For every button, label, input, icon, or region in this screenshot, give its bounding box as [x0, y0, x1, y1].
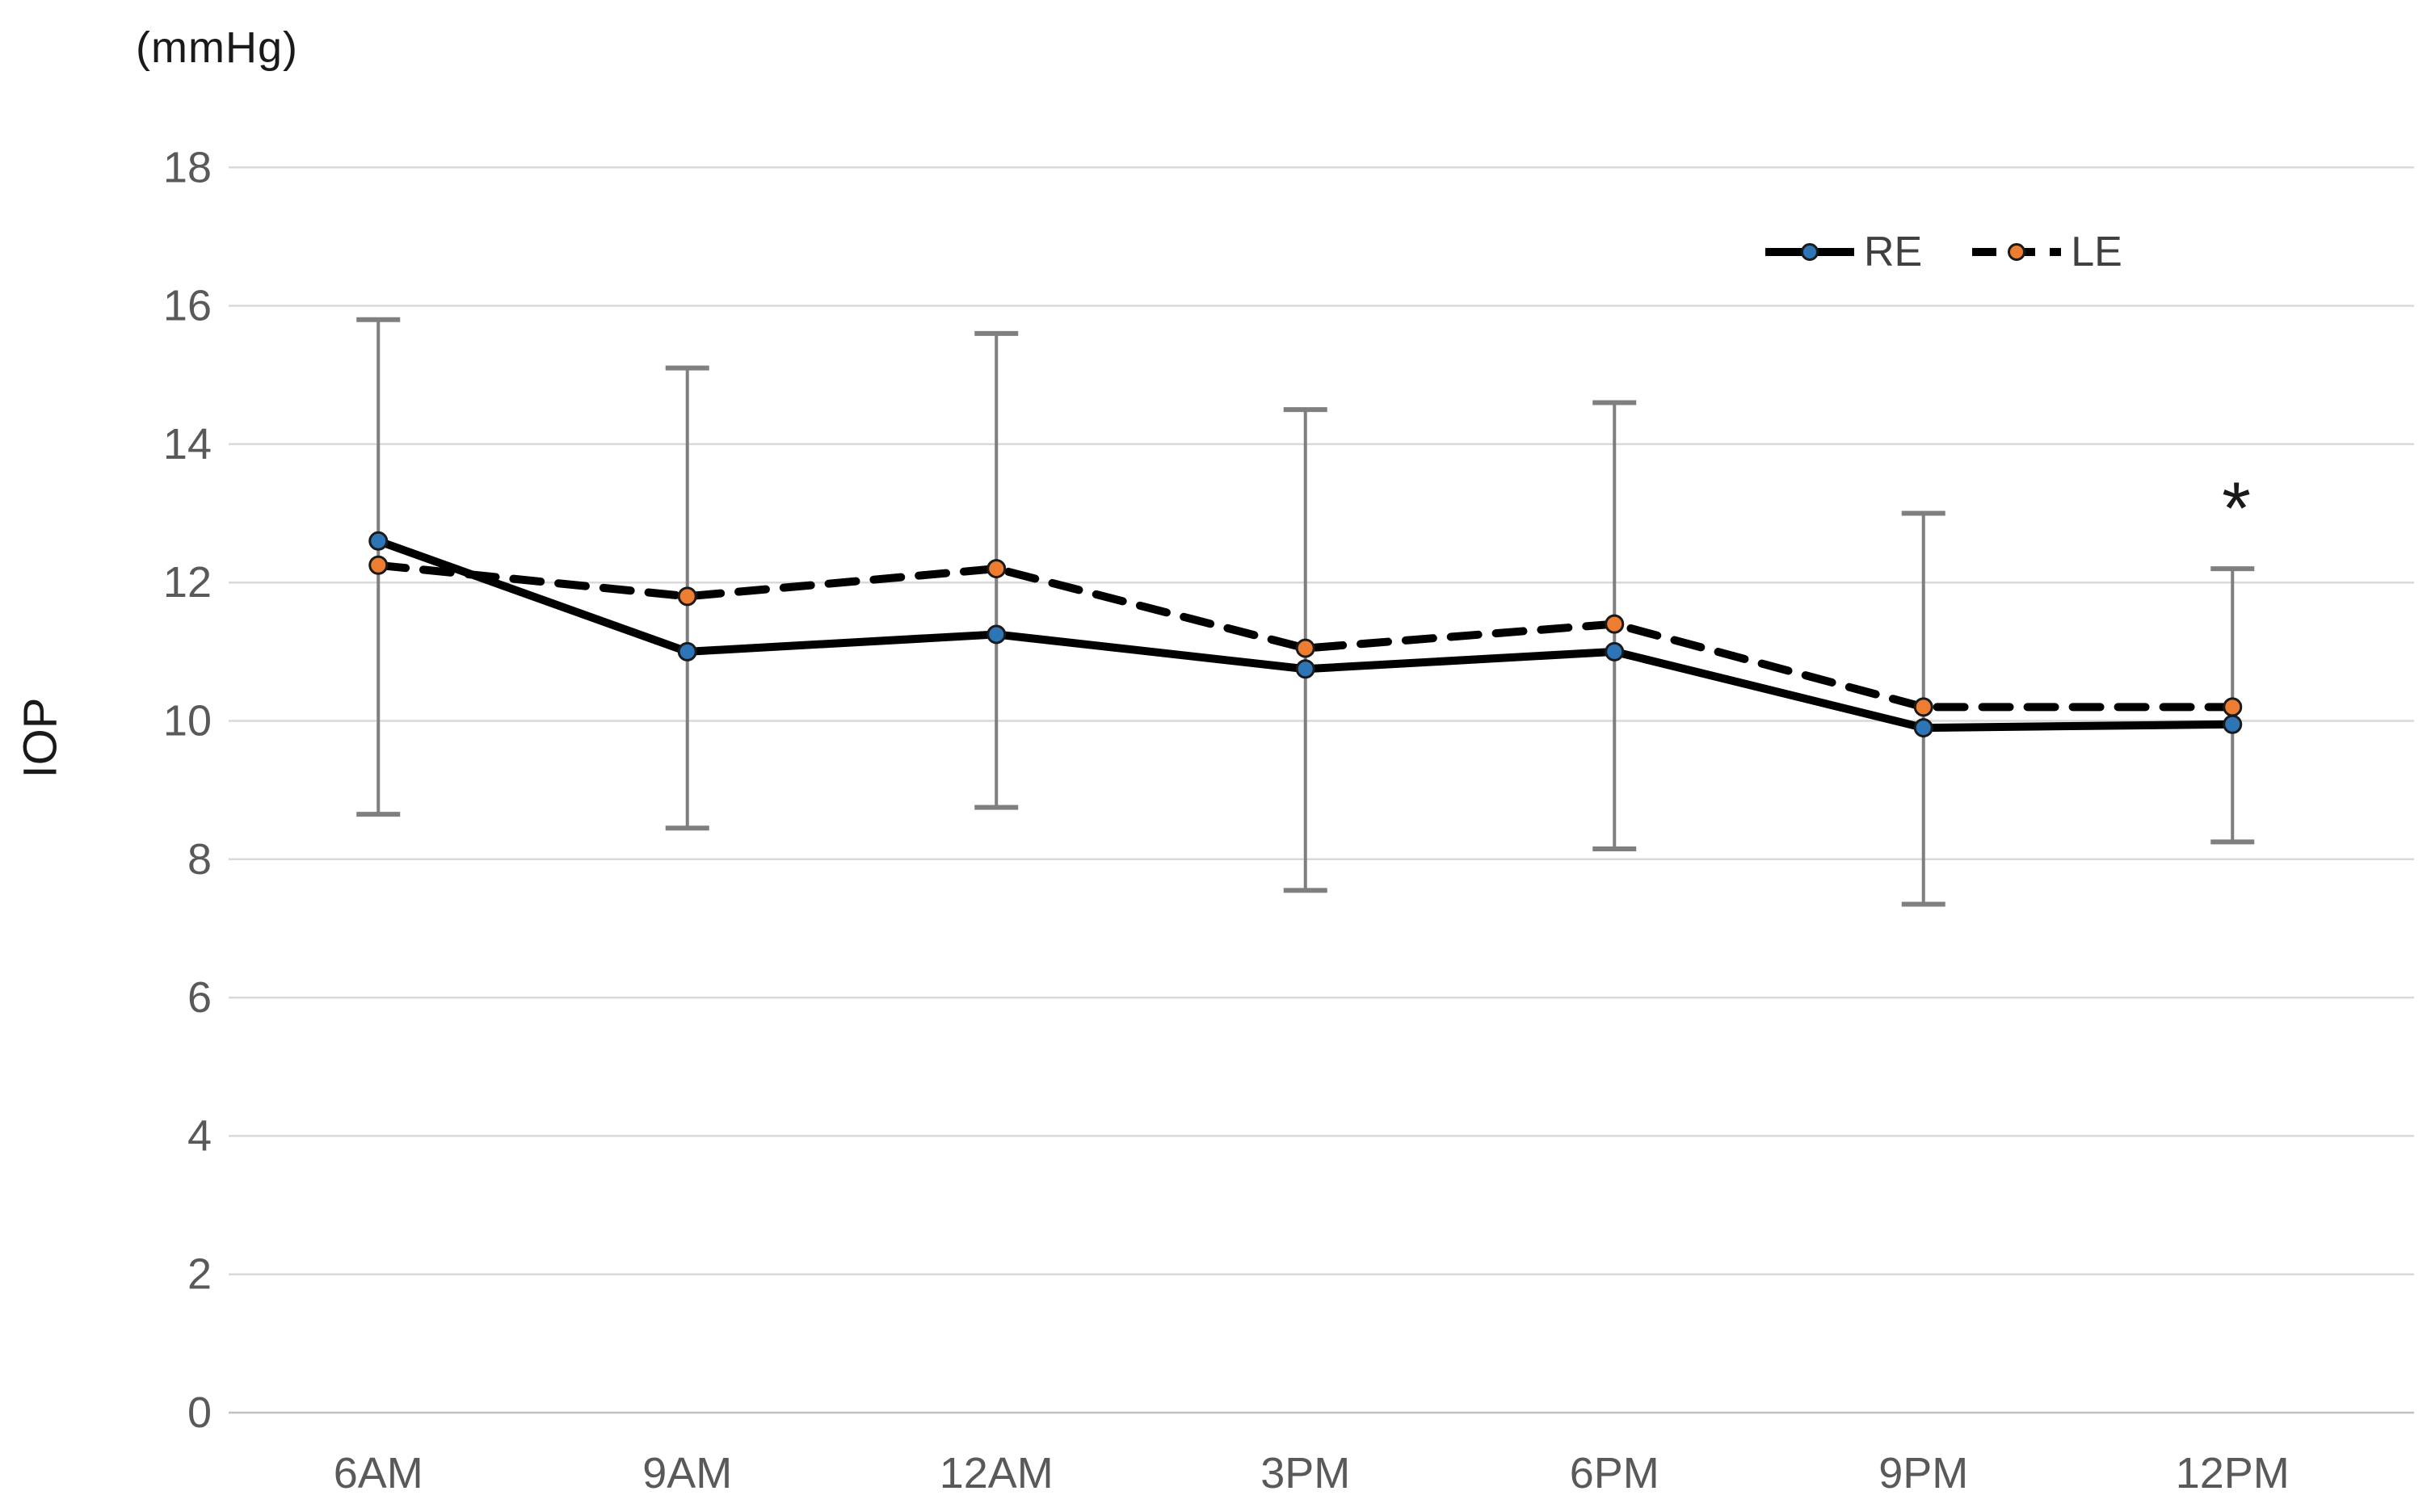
y-tick-label: 14	[163, 420, 212, 468]
legend-item-le[interactable]: LE	[1972, 228, 2122, 276]
le-line-sample	[1972, 243, 2062, 261]
data-point-marker-re	[677, 641, 697, 662]
le-marker-icon	[2008, 243, 2026, 261]
y-tick-label: 2	[187, 1250, 212, 1299]
y-axis-unit-label: (mmHg)	[136, 23, 298, 72]
y-tick-label: 6	[187, 973, 212, 1022]
data-point-marker-re	[1295, 659, 1315, 679]
data-point-marker-re	[2223, 714, 2243, 734]
legend-item-re[interactable]: RE	[1765, 228, 1922, 276]
y-tick-label: 12	[163, 558, 212, 607]
data-point-marker-le	[677, 586, 697, 607]
x-tick-label: 12AM	[940, 1449, 1054, 1497]
legend-label-re: RE	[1864, 229, 1923, 275]
legend: RE LE	[1765, 228, 2122, 276]
x-tick-label: 9AM	[642, 1449, 732, 1497]
data-point-marker-le	[368, 555, 389, 575]
x-tick-label: 12PM	[2176, 1449, 2290, 1497]
re-line-sample	[1765, 243, 1854, 261]
y-tick-label: 10	[163, 697, 212, 746]
x-tick-label: 9PM	[1878, 1449, 1968, 1497]
data-point-marker-re	[1913, 718, 1933, 738]
data-point-marker-re	[1605, 641, 1625, 662]
data-point-marker-re	[368, 531, 389, 551]
y-tick-label: 16	[163, 282, 212, 330]
data-point-marker-re	[986, 624, 1007, 645]
y-tick-label: 4	[187, 1111, 212, 1160]
re-marker-icon	[1801, 243, 1819, 261]
data-point-marker-le	[1605, 614, 1625, 634]
significance-asterisk: *	[2222, 468, 2251, 550]
y-tick-label: 0	[187, 1388, 212, 1437]
y-tick-label: 8	[187, 835, 212, 884]
legend-label-le: LE	[2071, 229, 2122, 275]
x-tick-label: 3PM	[1260, 1449, 1350, 1497]
x-tick-label: 6AM	[334, 1449, 423, 1497]
y-axis-title: IOP	[14, 697, 67, 779]
data-point-marker-le	[1295, 638, 1315, 658]
x-tick-label: 6PM	[1570, 1449, 1659, 1497]
y-tick-label: 18	[163, 143, 212, 191]
data-point-marker-le	[986, 559, 1007, 579]
data-point-marker-le	[1913, 697, 1933, 717]
data-point-marker-le	[2223, 697, 2243, 717]
